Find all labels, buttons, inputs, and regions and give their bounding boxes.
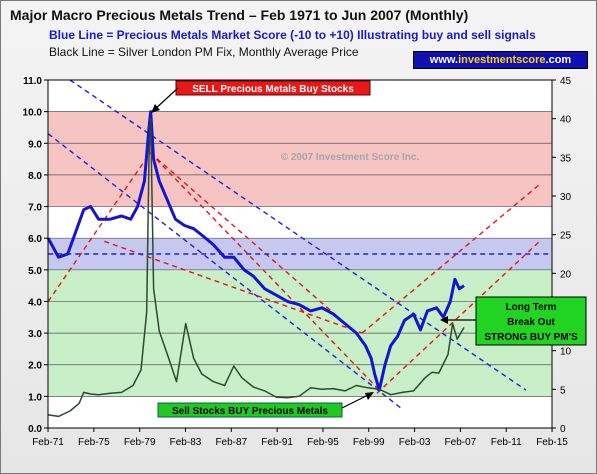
x-tick-label: Feb-11 [491, 437, 522, 448]
y-right-tick-label: 45 [560, 76, 572, 87]
y-right-tick-label: 40 [560, 115, 572, 126]
trend-line-red [361, 183, 541, 334]
breakout-line-3: STRONG BUY PM'S [484, 332, 578, 343]
y-left-tick-label: 10.0 [23, 108, 43, 119]
y-right-tick-label: 25 [560, 231, 572, 242]
trend-line-red [149, 152, 357, 334]
buy-signal-arrow [341, 393, 371, 409]
y-right-tick-label: 0 [560, 424, 566, 435]
website-prefix: www. [429, 54, 459, 66]
trend-line-red [149, 152, 380, 391]
y-left-tick-label: 3.0 [28, 329, 42, 340]
x-tick-label: Feb-99 [353, 437, 385, 448]
y-left-tick-label: 2.0 [28, 361, 42, 372]
y-left-tick-label: 8.0 [28, 171, 42, 182]
trend-line-blue [47, 133, 403, 410]
sell-signal-arrow [153, 87, 179, 111]
y-right-tick-label: 5 [560, 385, 566, 396]
y-left-tick-label: 4.0 [28, 297, 42, 308]
plot-border [47, 79, 553, 429]
market-score-line [46, 110, 465, 392]
y-axis-right-ticks: 051015202530354045 [552, 76, 572, 435]
website-suffix: .com [545, 54, 572, 66]
subtitle-blue-line: Blue Line = Precious Metals Market Score… [49, 28, 536, 42]
y-right-tick-label: 35 [560, 153, 572, 164]
subtitle-black-line: Black Line = Silver London PM Fix, Month… [49, 45, 359, 59]
x-tick-label: Feb-87 [215, 437, 247, 448]
x-tick-label: Feb-71 [32, 437, 64, 448]
y-right-tick-label: 30 [560, 192, 572, 203]
buy-signal-label: Sell Stocks BUY Precious Metals [172, 406, 328, 417]
y-left-tick-label: 11.0 [23, 76, 42, 87]
y-axis-left-ticks: 0.0 1.0 2.0 3.0 4.0 5.0 6.0 7.0 8.0 9.0 10.0 11.0 [23, 76, 48, 435]
x-tick-label: Feb-91 [261, 437, 293, 448]
gridlines [48, 111, 552, 397]
silver-price-line [48, 117, 465, 418]
buy-signal-box [157, 402, 343, 418]
sell-signal-box [175, 80, 371, 96]
trend-line-red [47, 152, 151, 302]
sell-arrow-head [151, 104, 160, 113]
trend-line-red [376, 240, 541, 394]
y-left-tick-label: 7.0 [28, 203, 42, 214]
x-tick-label: Feb-95 [307, 437, 339, 448]
buy-arrow-head [365, 392, 374, 400]
breakout-line-1: Long Term [506, 302, 557, 313]
breakout-arrow-head [440, 316, 448, 324]
sell-signal-label: SELL Precious Metals Buy Stocks [192, 84, 354, 95]
zone-band-sell [48, 111, 552, 207]
x-tick-label: Feb-03 [399, 437, 431, 448]
website-brand: investmentscore [458, 54, 546, 66]
x-tick-label: Feb-75 [78, 437, 110, 448]
y-left-tick-label: 5.0 [28, 266, 42, 277]
y-left-tick-label: 6.0 [28, 234, 42, 245]
x-tick-label: Feb-79 [124, 437, 156, 448]
breakout-box [475, 296, 587, 346]
y-right-tick-label: 10 [560, 347, 572, 358]
y-right-tick-label: 20 [560, 269, 572, 280]
watermark-text: © 2007 Investment Score Inc. [281, 152, 420, 163]
x-axis-ticks: Feb-71 Feb-75 Feb-79 Feb-83 Feb-87 Feb-91 Feb-… [32, 428, 568, 448]
x-tick-label: Feb-15 [536, 437, 568, 448]
data-series [46, 110, 465, 418]
website-badge[interactable]: www.investmentscore.com [413, 51, 588, 69]
breakout-line-2: Break Out [507, 317, 555, 328]
y-left-tick-label: 9.0 [28, 139, 42, 150]
y-left-tick-label: 1.0 [28, 392, 42, 403]
x-tick-label: Feb-83 [170, 437, 202, 448]
x-tick-label: Feb-07 [445, 437, 477, 448]
chart-title: Major Macro Precious Metals Trend – Feb … [10, 7, 469, 23]
y-left-tick-label: 0.0 [28, 424, 42, 435]
